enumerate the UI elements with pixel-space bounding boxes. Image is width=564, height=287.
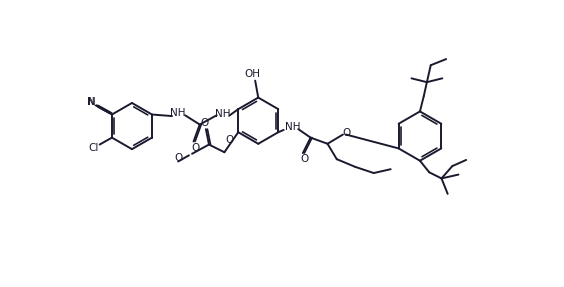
Text: OH: OH [244, 69, 260, 79]
Text: NH: NH [285, 122, 301, 132]
Text: O: O [300, 154, 309, 164]
Text: N: N [88, 97, 96, 107]
Text: O: O [226, 135, 233, 145]
Text: Cl: Cl [89, 143, 99, 153]
Text: O: O [174, 153, 183, 163]
Text: O: O [200, 118, 209, 128]
Text: NH: NH [170, 108, 186, 118]
Text: N: N [86, 97, 94, 107]
Text: O: O [191, 143, 199, 153]
Text: O: O [343, 128, 351, 138]
Text: NH: NH [215, 109, 231, 119]
